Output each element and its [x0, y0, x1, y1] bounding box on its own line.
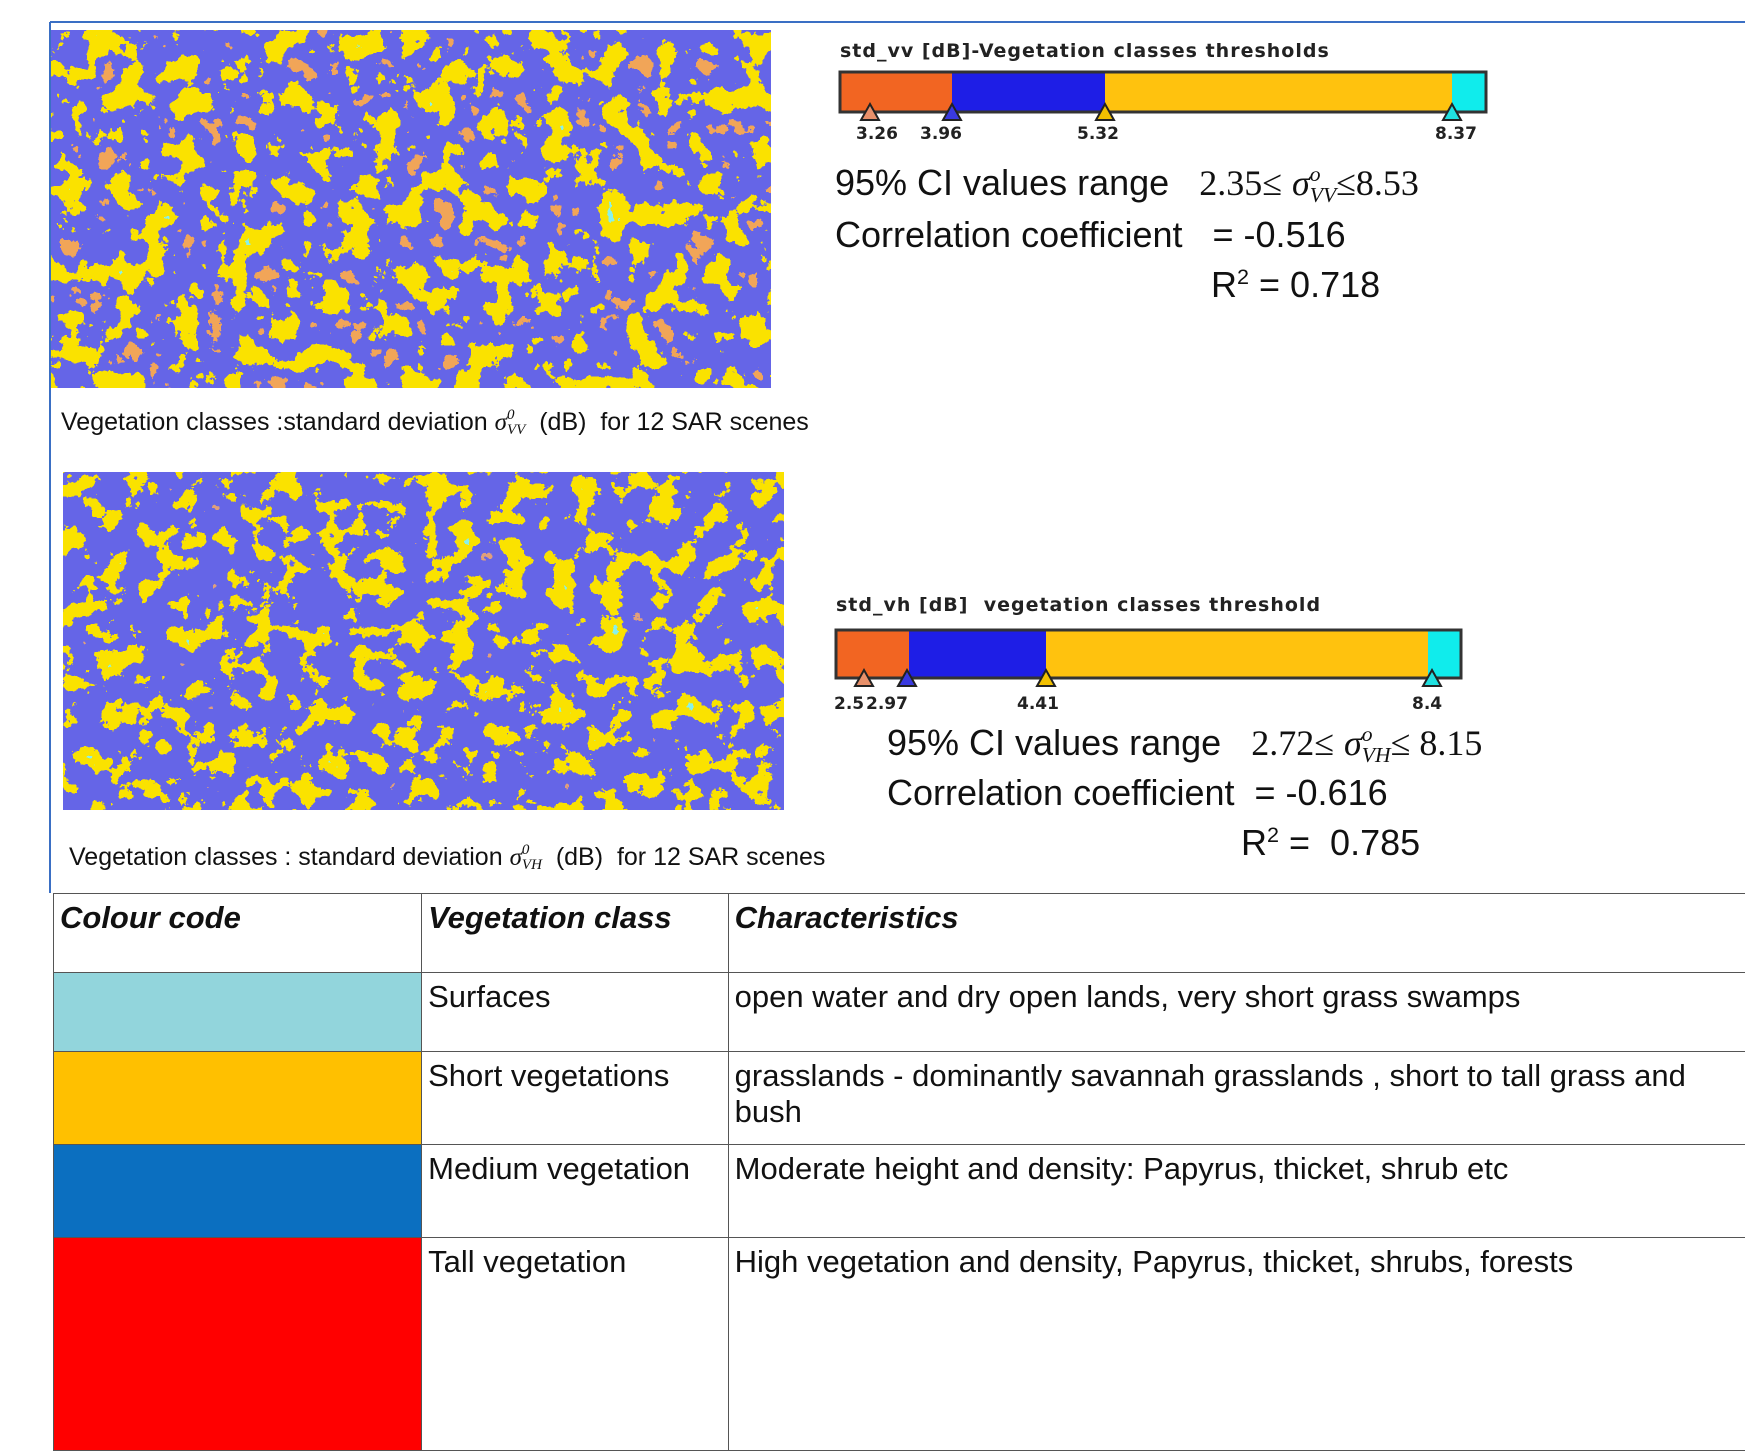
- caption-text: Vegetation classes :standard deviation: [61, 408, 488, 436]
- ci-label: 95% CI values range: [887, 722, 1221, 763]
- r2-value: = 0.785: [1289, 822, 1420, 863]
- subscript: VV: [1310, 185, 1336, 207]
- exponent: 2: [1267, 822, 1279, 847]
- vegetation-class: Tall vegetation: [422, 1238, 729, 1451]
- correlation: Correlation coefficient = -0.516: [835, 214, 1346, 256]
- sigma: σ: [510, 844, 522, 871]
- threshold-label: 4.41: [1017, 694, 1059, 714]
- colour-swatch: [54, 1238, 422, 1451]
- superscript: o: [1362, 724, 1391, 746]
- class-segment: [840, 72, 952, 112]
- colour-swatch: [54, 1145, 422, 1238]
- r2-value: = 0.718: [1259, 264, 1380, 305]
- colour-swatch: [54, 1052, 422, 1145]
- class-segment: [909, 630, 1046, 678]
- subscript: VH: [522, 858, 542, 873]
- header-cell: Characteristics: [728, 894, 1745, 973]
- ci-upper: ≤ 8.15: [1391, 723, 1483, 763]
- bar-title: std_vv [dB]-Vegetation classes threshold…: [840, 40, 1330, 62]
- colour-swatch: [54, 973, 422, 1052]
- sigma: σ: [1292, 163, 1310, 203]
- r: R: [1211, 264, 1237, 305]
- caption: Vegetation classes : standard deviation …: [69, 843, 825, 873]
- vegetation-class: Surfaces: [422, 973, 729, 1052]
- class-segment: [1046, 630, 1428, 678]
- r-squared: R2 = 0.785: [1241, 822, 1420, 864]
- vegetation-class: Short vegetations: [422, 1052, 729, 1145]
- subscript: VV: [507, 423, 525, 438]
- threshold-label: 2.5: [834, 694, 864, 714]
- r: R: [1241, 822, 1267, 863]
- caption-rest: (dB) for 12 SAR scenes: [556, 843, 826, 871]
- threshold-label: 5.32: [1077, 124, 1119, 144]
- threshold-label: 8.4: [1412, 694, 1442, 714]
- sigma: σ: [1344, 723, 1362, 763]
- class-segment: [1452, 72, 1486, 112]
- caption-text: Vegetation classes : standard deviation: [69, 843, 503, 871]
- superscript: 0: [507, 408, 525, 423]
- caption: Vegetation classes :standard deviation σ…: [61, 408, 809, 438]
- header-cell: Vegetation class: [422, 894, 729, 973]
- exponent: 2: [1237, 264, 1249, 289]
- characteristics: open water and dry open lands, very shor…: [728, 973, 1745, 1052]
- correlation: Correlation coefficient = -0.616: [887, 772, 1388, 814]
- superscript: o: [1310, 164, 1336, 186]
- caption-rest: (dB) for 12 SAR scenes: [539, 408, 809, 436]
- ci-lower: 2.35≤: [1199, 163, 1282, 203]
- bar-title: std_vh [dB] vegetation classes threshold: [836, 594, 1321, 616]
- r-squared: R2 = 0.718: [1211, 264, 1380, 306]
- class-segment: [836, 630, 909, 678]
- threshold-label: 3.96: [920, 124, 962, 144]
- characteristics: High vegetation and density, Papyrus, th…: [728, 1238, 1745, 1451]
- threshold-label: 2.97: [866, 694, 908, 714]
- ci-upper: ≤8.53: [1336, 163, 1419, 203]
- subscript: VH: [1362, 745, 1391, 767]
- header-cell: Colour code: [54, 894, 422, 973]
- characteristics: Moderate height and density: Papyrus, th…: [728, 1145, 1745, 1238]
- threshold-label: 8.37: [1435, 124, 1477, 144]
- vegetation-class: Medium vegetation: [422, 1145, 729, 1238]
- page: (() => { const data = JSON.parse(documen…: [0, 0, 1745, 1430]
- vegetation-map: [51, 30, 771, 388]
- class-segment: [1105, 72, 1452, 112]
- vegetation-map: [63, 472, 784, 810]
- characteristics: grasslands - dominantly savannah grassla…: [728, 1052, 1745, 1145]
- class-segment: [952, 72, 1105, 112]
- ci-lower: 2.72≤: [1251, 723, 1334, 763]
- threshold-label: 3.26: [856, 124, 898, 144]
- ci-label: 95% CI values range: [835, 162, 1169, 203]
- sigma: σ: [495, 409, 507, 436]
- superscript: 0: [522, 843, 542, 858]
